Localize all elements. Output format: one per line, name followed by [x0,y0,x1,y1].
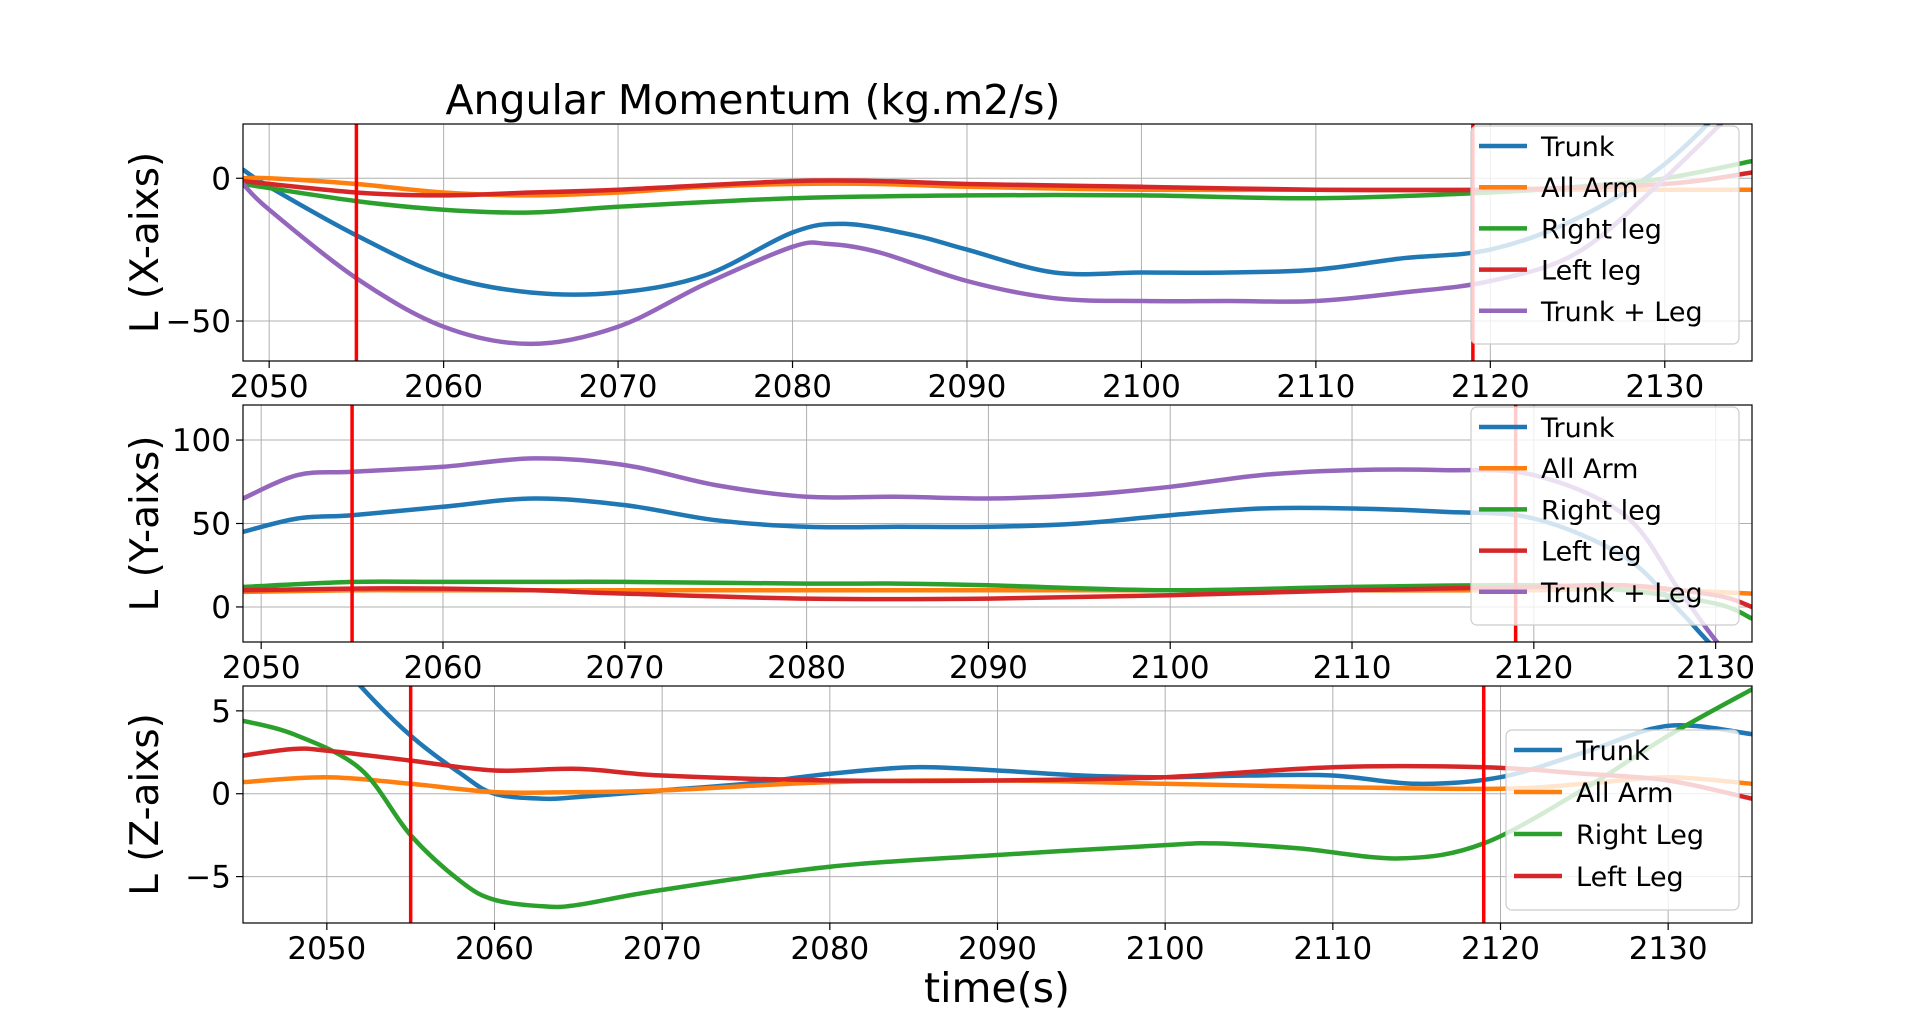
legend: Trunk All Arm Right leg Left leg Trunk + Leg [1470,125,1740,345]
y-axis-label: L (Z-aixs) [123,713,168,896]
x-tick-label: 2070 [585,650,664,686]
legend-label-right-leg: Right Leg [1576,820,1704,851]
y-tick-label: 100 [172,423,231,459]
x-tick-label: 2060 [404,369,483,405]
x-tick-label: 2070 [579,369,658,405]
x-tick-label: 2080 [767,650,846,686]
legend-label-right-leg: Right leg [1541,214,1662,245]
legend-label-all-arm: All Arm [1541,454,1638,485]
y-tick-label: 0 [211,161,231,197]
x-tick-label: 2110 [1313,650,1392,686]
x-tick-label: 2130 [1625,369,1704,405]
x-tick-label: 2120 [1461,931,1540,967]
x-tick-label: 2090 [928,369,1007,405]
x-tick-label: 2120 [1494,650,1573,686]
legend: Trunk All Arm Right leg Left leg Trunk + Leg [1470,406,1740,626]
y-tick-label: 0 [211,590,231,626]
x-tick-label: 2050 [287,931,366,967]
y-axis-label: L (X-aixs) [123,152,168,334]
legend-label-left-leg: Left Leg [1576,862,1684,893]
x-axis-label: time(s) [924,964,1070,1012]
legend-label-right-leg: Right leg [1541,495,1662,526]
x-tick-label: 2050 [222,650,301,686]
legend-box [1470,406,1740,626]
x-tick-label: 2050 [230,369,309,405]
legend-box [1505,729,1740,911]
panel-2: 2050 2060 2070 2080 2090 2100 2110 2120 2130 100 5… [123,404,1755,686]
x-tick-label: 2080 [753,369,832,405]
legend-label-trunk-leg: Trunk + Leg [1540,297,1703,328]
series-line-trunk [357,686,1752,802]
legend-label-all-arm: All Arm [1576,778,1673,809]
legend-label-trunk: Trunk [1575,736,1650,767]
x-tick-label: 2060 [455,931,534,967]
x-tick-label: 2130 [1629,931,1708,967]
axes-frame [242,123,1753,362]
y-axis-label: L (Y-aixs) [123,436,168,612]
x-tick-label: 2090 [949,650,1028,686]
legend-label-trunk: Trunk [1540,132,1615,163]
panel-3: 2050 2060 2070 2080 2090 2100 2110 2120 2130 5 0 −5… [123,685,1753,967]
x-tick-label: 2060 [404,650,483,686]
legend-label-trunk-leg: Trunk + Leg [1540,578,1703,609]
x-tick-label: 2100 [1102,369,1181,405]
y-tick-label: 50 [192,507,231,543]
x-tick-label: 2110 [1293,931,1372,967]
y-tick-label: 5 [211,694,231,730]
x-tick-label: 2110 [1276,369,1355,405]
x-tick-label: 2100 [1131,650,1210,686]
legend-label-left-leg: Left leg [1541,256,1642,287]
x-tick-label: 2090 [958,931,1037,967]
y-tick-label: −5 [185,860,231,896]
x-tick-label: 2080 [790,931,869,967]
panel-1: 2050 2060 2070 2080 2090 2100 2110 2120 2130 0 −50… [123,123,1753,405]
x-tick-label: 2130 [1676,650,1755,686]
legend-label-all-arm: All Arm [1541,173,1638,204]
legend: Trunk All Arm Right Leg Left Leg [1505,729,1740,911]
legend-box [1470,125,1740,345]
x-tick-label: 2120 [1451,369,1530,405]
y-tick-label: 0 [211,777,231,813]
legend-label-trunk: Trunk [1540,413,1615,444]
figure-title: Angular Momentum (kg.m2/s) [445,76,1060,124]
y-tick-label: −50 [166,304,231,340]
legend-label-left-leg: Left leg [1541,537,1642,568]
x-tick-label: 2100 [1126,931,1205,967]
x-tick-label: 2070 [623,931,702,967]
